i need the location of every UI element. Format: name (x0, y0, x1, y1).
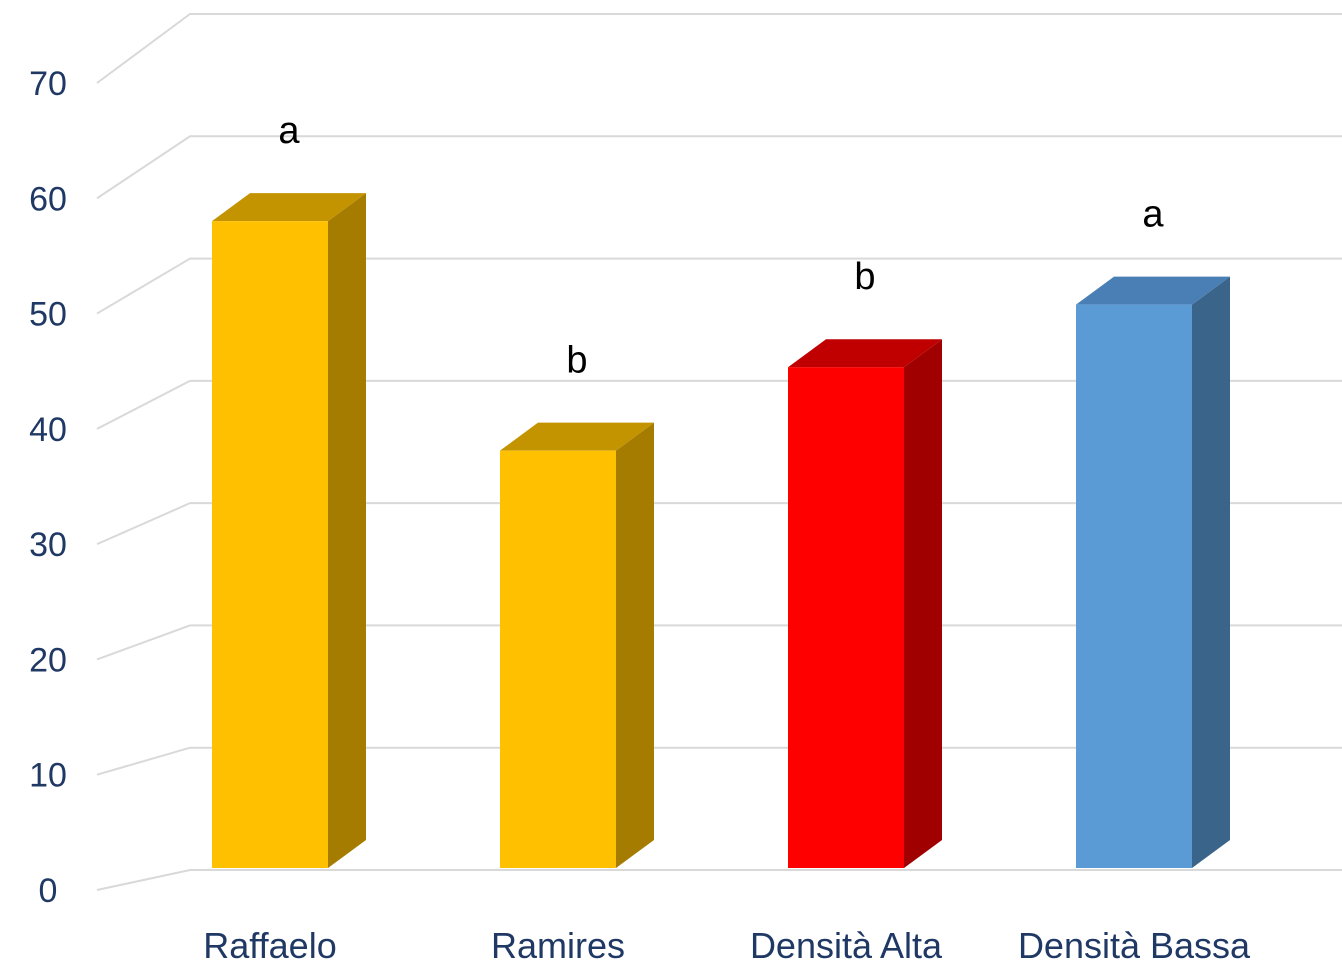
y-tick-label: 50 (29, 296, 67, 334)
bar-front-face (1076, 305, 1192, 868)
y-tick-label: 30 (29, 526, 67, 564)
significance-labels: a b b a (278, 110, 1164, 382)
y-tick-label: 70 (29, 65, 67, 103)
bars (212, 193, 1230, 868)
significance-label: a (1142, 194, 1164, 236)
bar-side-face (1192, 277, 1230, 868)
x-category-label: Densità Alta (750, 925, 943, 965)
bar-front-face (788, 367, 904, 868)
y-tick-label: 60 (29, 180, 67, 218)
x-category-label: Ramires (491, 925, 625, 965)
y-tick-label: 40 (29, 411, 67, 449)
significance-label: b (566, 340, 587, 382)
gridline-0 (97, 870, 1342, 890)
y-tick-label: 0 (39, 872, 58, 910)
bar-densità-bassa (1076, 277, 1230, 868)
bar-ramires (500, 423, 654, 868)
y-tick-label: 10 (29, 757, 67, 795)
x-category-label: Raffaelo (203, 925, 336, 965)
y-axis-ticks: 0 10 20 30 40 50 60 70 (29, 65, 67, 910)
x-axis-categories: Raffaelo Ramires Densità Alta Densità Bassa (203, 925, 1251, 965)
significance-label: a (278, 110, 300, 152)
bar-side-face (328, 193, 366, 868)
significance-label: b (854, 256, 875, 298)
bar-side-face (904, 339, 942, 868)
bar-front-face (212, 221, 328, 868)
bar-raffaelo (212, 193, 366, 868)
gridline-70 (97, 14, 1342, 83)
y-tick-label: 20 (29, 641, 67, 679)
bar-side-face (616, 423, 654, 868)
bar-densità-alta (788, 339, 942, 868)
bar-front-face (500, 451, 616, 868)
x-category-label: Densità Bassa (1018, 925, 1251, 965)
